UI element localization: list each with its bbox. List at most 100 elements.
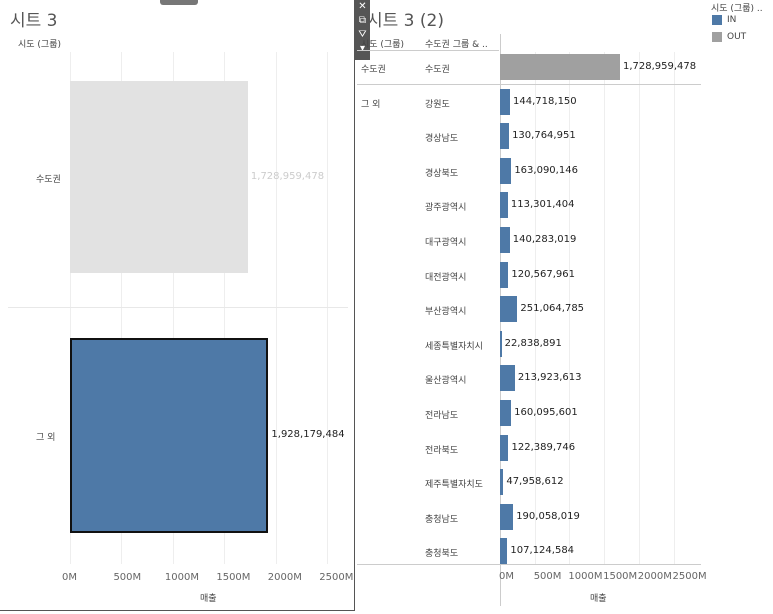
data-label: 107,124,584 [510,545,575,557]
legend-swatch-in[interactable] [712,15,722,25]
data-label: 130,764,951 [512,130,576,142]
column-header-region: 수도권 그룹 & .. [425,40,488,50]
data-label: 113,301,404 [510,199,575,211]
close-icon[interactable]: ✕ [358,1,367,12]
filter-icon[interactable]: ⛛ [358,29,367,40]
x-tick-label: 2500M [319,572,354,583]
x-tick-label: 2000M [267,572,302,583]
dropdown-icon[interactable]: ▾ [359,43,366,54]
region-label: 제주특별자치도 [425,480,483,491]
grid-line [121,52,123,564]
region-label: 충청북도 [425,549,459,560]
region-label: 세종특별자치시 [425,341,483,352]
grid-line [604,52,606,564]
region-label: 강원도 [425,99,450,110]
x-tick-label: 1500M [216,572,251,583]
data-label: 213,923,613 [517,372,582,384]
bar[interactable] [500,400,512,426]
right-plot-area: 0M 500M 1000M 1500M 2000M 2500M 수도권 수도권 1,728,95… [357,0,773,614]
bar[interactable] [70,338,269,533]
popout-icon[interactable]: ⧉ [358,15,367,26]
x-tick-label: 500M [533,571,562,582]
data-label: 140,283,019 [512,234,577,245]
x-tick-label: 2000M [637,571,672,582]
data-label: 1,928,179,484 [271,429,345,440]
data-label: 251,064,785 [520,303,585,315]
region-label: 울산광역시 [425,376,467,387]
x-tick-label: 1000M [568,571,603,582]
bar[interactable] [500,54,620,80]
legend-title: 시도 (그룹) .. [711,4,763,14]
region-label: 대구광역시 [425,238,467,248]
data-label: 122,389,746 [511,441,576,453]
bar[interactable] [500,227,510,253]
bar[interactable] [500,538,508,565]
group-label: 그 외 [361,99,381,110]
grid-line [638,52,640,564]
region-label: 전라북도 [425,445,459,456]
sheet-title: 시트 3 [10,11,58,31]
data-label: 160,095,601 [514,407,578,418]
bar[interactable] [500,157,512,184]
data-label: 47,958,612 [506,476,564,488]
bar[interactable] [70,81,248,273]
grid-line [224,52,226,564]
region-label: 경상북도 [425,168,459,179]
bar[interactable] [500,469,504,496]
column-header-group: 시도 (그룹) [361,40,405,50]
bar[interactable] [500,123,510,150]
bar[interactable] [500,330,502,357]
x-tick-label: 1500M [603,571,638,582]
bar[interactable] [500,296,518,323]
header-rule [357,50,499,51]
axis-bottom-rule [357,564,701,565]
group-label: 수도권 [361,65,386,75]
region-label: 전라남도 [425,411,459,421]
grid-line [70,52,71,564]
x-tick-label: 0M [62,572,77,583]
data-label: 120,567,961 [511,268,575,280]
data-label: 190,058,019 [516,510,580,522]
sheet-toolbar: ✕ ⧉ ⛛ ▾ [355,0,370,60]
x-axis-title: 매출 [200,594,217,604]
bar[interactable] [500,503,514,530]
color-legend: 시도 (그룹) .. IN OUT [709,0,773,50]
region-label: 광주광역시 [425,203,467,214]
left-plot-area: 0M 500M 1000M 1500M 2000M 2500M 수도권 1,728,959,4… [0,0,354,610]
data-label: 22,838,891 [504,337,562,349]
data-label: 163,090,146 [514,164,578,176]
bar[interactable] [500,365,515,392]
x-tick-label: 500M [113,572,142,583]
bar[interactable] [500,434,509,461]
x-tick-label: 0M [499,571,514,582]
legend-label-in[interactable]: IN [727,15,737,25]
left-sheet-panel: 시트 3 시도 (그룹) 0M 500M 1000M 1500M 2000M 2500M 수… [0,0,355,611]
region-label: 대전광역시 [425,272,467,283]
legend-swatch-out[interactable] [712,32,722,42]
grid-line [534,52,536,564]
region-label: 충청남도 [425,514,459,525]
drag-handle[interactable] [160,0,198,5]
bar[interactable] [500,261,509,288]
dimension-header: 시도 (그룹) [18,40,62,50]
row-divider [8,307,348,308]
region-label: 부산광역시 [425,307,467,318]
data-label: 1,728,959,478 [250,171,325,182]
bar[interactable] [500,88,511,115]
bar[interactable] [500,192,508,219]
x-tick-label: 2500M [672,571,707,582]
legend-label-out[interactable]: OUT [727,32,747,42]
region-label: 경상남도 [425,134,459,145]
x-tick-label: 1000M [164,572,199,583]
x-axis-title: 매출 [590,594,607,604]
grid-line [673,52,675,564]
region-label: 수도권 [425,65,450,75]
group-divider [357,83,701,85]
right-sheet-panel: 시트 3 (2) 시도 (그룹) 수도권 그룹 & .. 0M 500M 1000M… [357,0,773,614]
data-label: 1,728,959,478 [622,61,697,72]
grid-line [327,52,329,564]
grid-line [275,52,277,564]
grid-line [172,52,174,564]
sheet-title: 시트 3 (2) [367,11,444,31]
grid-line [569,52,571,564]
